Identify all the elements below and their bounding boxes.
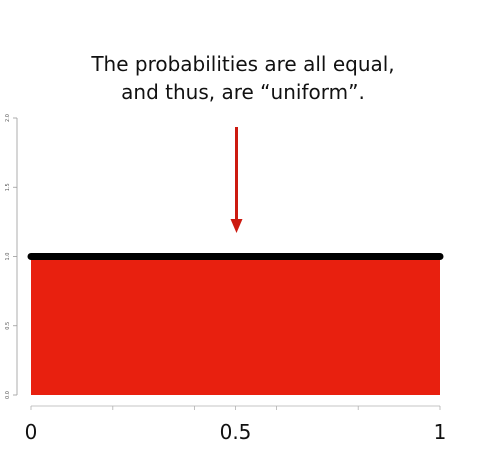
annotation-line-1: The probabilities are all equal, (91, 52, 395, 76)
annotation-text: The probabilities are all equal, and thu… (30, 50, 456, 106)
y-tick-label: 0.5 (5, 322, 11, 330)
arrow-head (230, 219, 243, 233)
y-tick-label: 0.0 (5, 391, 11, 399)
x-tick-label: 0 (25, 420, 38, 444)
annotation-line-2: and thus, are “uniform”. (121, 80, 365, 104)
y-tick-label: 2.0 (5, 114, 11, 122)
density-area (31, 256, 440, 395)
x-tick-label: 0.5 (220, 420, 252, 444)
y-tick-label: 1.0 (5, 253, 11, 261)
x-tick-label: 1 (434, 420, 447, 444)
y-tick-label: 1.5 (5, 183, 11, 191)
